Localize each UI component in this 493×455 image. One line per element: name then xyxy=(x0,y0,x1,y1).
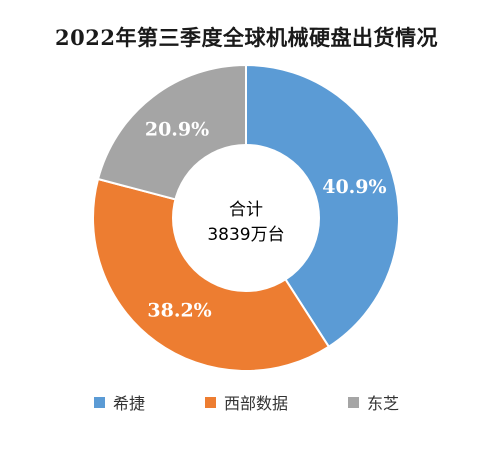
legend-swatch xyxy=(93,396,105,408)
data-label: 20.9% xyxy=(145,118,209,140)
center-label-line1: 合计 xyxy=(229,200,263,220)
legend-label: 希捷 xyxy=(112,394,145,413)
donut-hole xyxy=(172,144,320,292)
data-label: 40.9% xyxy=(322,176,386,198)
legend-item: 希捷 xyxy=(93,390,145,414)
legend-swatch xyxy=(348,396,359,408)
data-label: 38.2% xyxy=(147,299,211,321)
chart-title: 2022年第三季度全球机械硬盘出货情况 xyxy=(55,25,438,50)
legend-item: 东芝 xyxy=(348,390,399,414)
legend-label: 西部数据 xyxy=(223,394,288,413)
center-label-line2: 3839万台 xyxy=(207,225,284,245)
legend-item: 西部数据 xyxy=(204,390,288,414)
legend-label: 东芝 xyxy=(367,394,400,413)
legend: 希捷 西部数据 东芝 xyxy=(0,390,493,414)
legend-swatch xyxy=(204,396,216,408)
